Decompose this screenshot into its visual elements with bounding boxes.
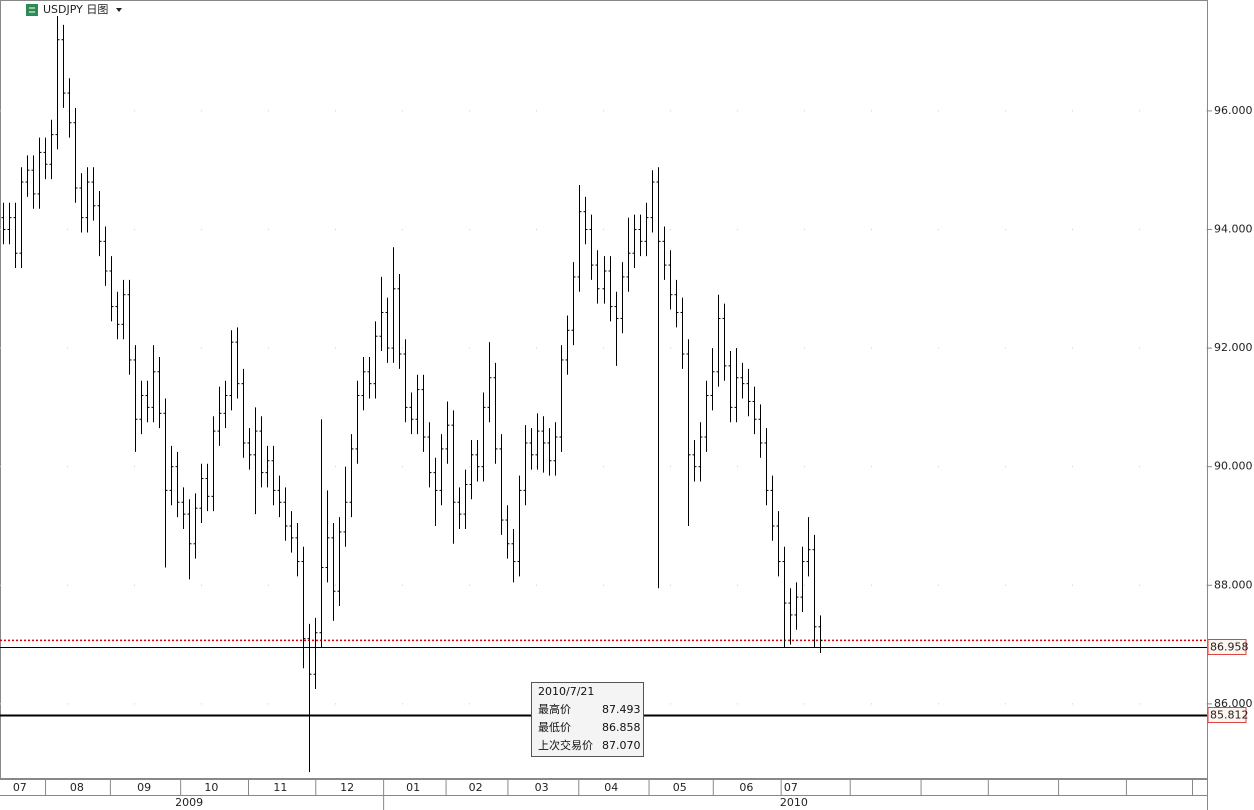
y-tick-label: 90.000	[1214, 460, 1253, 473]
chart-title[interactable]: USDJPY 日图	[43, 3, 108, 16]
x-tick-label: 03	[535, 781, 549, 794]
x-tick-label: 07	[784, 781, 798, 794]
symbol-icon	[26, 4, 38, 16]
tooltip-row: 最高价 87.493	[532, 701, 643, 719]
tooltip-date: 2010/7/21	[538, 685, 595, 698]
x-tick-label: 09	[137, 781, 151, 794]
symbol-icon-mark	[29, 7, 35, 13]
y-tick-label: 94.000	[1214, 222, 1253, 235]
price-label: 86.958	[1210, 641, 1249, 654]
x-tick-label: 06	[739, 781, 753, 794]
x-tick-label: 08	[70, 781, 84, 794]
x-tick-label: 01	[406, 781, 420, 794]
plot-frame	[0, 0, 1208, 779]
tooltip-value: 87.493	[602, 703, 641, 716]
y-tick-label: 92.000	[1214, 341, 1253, 354]
tooltip-row: 最低价 86.858	[532, 719, 643, 737]
price-label-box	[1207, 707, 1247, 723]
tooltip: 2010/7/21 最高价 87.493 最低价 86.858 上次交易价 87.070	[531, 682, 644, 757]
year-label: 2010	[780, 796, 808, 809]
tooltip-row: 上次交易价 87.070	[532, 737, 643, 755]
x-tick-label: 07	[13, 781, 27, 794]
tooltip-label: 最高价	[538, 703, 571, 716]
dropdown-arrow[interactable]	[116, 8, 122, 12]
x-tick-label: 11	[273, 781, 287, 794]
year-label: 2009	[175, 796, 203, 809]
tooltip-value: 87.070	[602, 739, 641, 752]
tooltip-label: 上次交易价	[538, 739, 593, 752]
x-tick-label: 02	[469, 781, 483, 794]
x-tick-label: 05	[673, 781, 687, 794]
x-tick-label: 04	[604, 781, 618, 794]
y-tick-label: 86.000	[1214, 697, 1253, 710]
y-tick-label: 88.000	[1214, 578, 1253, 591]
y-tick-label: 96.000	[1214, 104, 1253, 117]
price-label: 85.812	[1210, 709, 1249, 722]
x-tick-label: 10	[204, 781, 218, 794]
x-tick-label: 12	[340, 781, 354, 794]
price-label-box	[1207, 639, 1247, 655]
tooltip-label: 最低价	[538, 721, 571, 734]
tooltip-value: 86.858	[602, 721, 641, 734]
